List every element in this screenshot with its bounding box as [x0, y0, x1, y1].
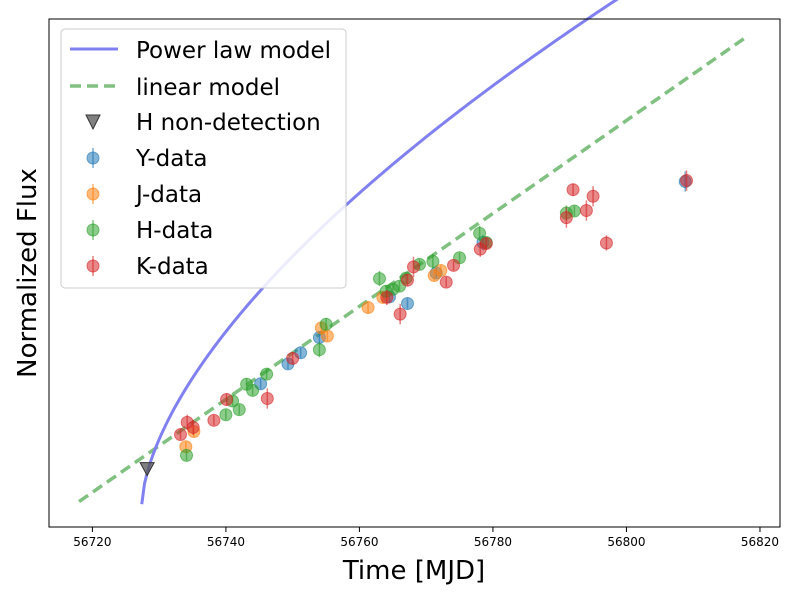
data-point-h — [426, 253, 440, 269]
data-marker — [232, 403, 246, 417]
data-marker — [406, 260, 420, 274]
data-marker — [599, 236, 613, 250]
legend-power-label: Power law model — [136, 38, 331, 64]
data-marker — [372, 272, 386, 286]
data-marker — [260, 367, 274, 381]
data-marker — [286, 351, 300, 365]
legend-j-marker — [86, 184, 100, 204]
x-tick-label: 56740 — [207, 535, 245, 549]
data-point-h — [372, 270, 386, 287]
data-point-j — [434, 263, 448, 277]
legend-y-marker — [86, 148, 100, 168]
data-point-k — [286, 351, 300, 365]
data-point-j — [361, 301, 375, 315]
data-marker — [479, 237, 493, 251]
data-point-k — [406, 256, 420, 278]
data-marker — [312, 343, 326, 357]
data-point-k — [566, 183, 580, 197]
plot-content — [78, 0, 748, 505]
x-tick-label: 56780 — [474, 535, 512, 549]
data-marker — [566, 183, 580, 197]
data-marker — [680, 174, 694, 188]
x-axis-ticks: 56720 56740 56760 56780 56800 56820 — [73, 527, 779, 549]
data-point-k — [479, 237, 493, 251]
legend-nondetection-label: H non-detection — [136, 110, 321, 136]
data-point-k — [439, 275, 453, 289]
data-marker — [260, 391, 274, 405]
legend-y-label: Y-data — [135, 146, 207, 172]
data-point-h — [219, 408, 233, 422]
legend-box — [60, 28, 347, 289]
data-point-h — [473, 225, 487, 241]
legend-j-label: J-data — [134, 182, 202, 208]
data-point-k — [559, 207, 573, 228]
data-point-y — [400, 296, 414, 310]
data-point-k — [680, 170, 694, 191]
data-point-h — [232, 403, 246, 417]
data-marker — [207, 413, 221, 427]
data-marker — [447, 258, 461, 272]
data-point-h — [180, 448, 194, 462]
data-marker — [434, 263, 448, 277]
data-marker — [186, 420, 200, 434]
legend-h-label: H-data — [136, 218, 213, 244]
nondetection-marker — [139, 462, 155, 477]
data-point-h — [260, 367, 274, 381]
data-point-h — [246, 383, 260, 397]
data-marker — [180, 448, 194, 462]
legend: Power law model linear model H non-detec… — [60, 28, 347, 289]
data-point-k — [220, 392, 234, 406]
data-marker — [559, 211, 573, 225]
data-point-k — [579, 200, 593, 221]
data-marker — [473, 226, 487, 240]
data-marker — [380, 290, 394, 304]
data-marker — [320, 329, 334, 343]
data-marker — [220, 392, 234, 406]
data-point-k — [447, 258, 461, 272]
data-marker — [586, 189, 600, 203]
x-axis-label: Time [MJD] — [342, 556, 485, 586]
data-point-k — [586, 186, 600, 207]
plot-frame — [48, 18, 781, 528]
data-point-k — [207, 413, 221, 427]
x-tick-label: 56820 — [741, 535, 779, 549]
data-marker — [319, 317, 333, 331]
data-marker — [174, 428, 188, 442]
data-marker — [579, 204, 593, 218]
legend-k-label: K-data — [136, 254, 209, 280]
data-point-k — [599, 235, 613, 251]
data-marker — [393, 307, 407, 321]
data-point-j — [320, 329, 334, 343]
data-point-k — [400, 273, 414, 287]
data-point-k — [260, 388, 274, 409]
data-marker — [219, 408, 233, 422]
data-point-k — [393, 303, 407, 325]
data-point-k — [380, 289, 394, 306]
x-tick-label: 56760 — [340, 535, 378, 549]
legend-linear-label: linear model — [136, 75, 280, 101]
data-marker — [361, 301, 375, 315]
data-point-h — [312, 342, 326, 358]
data-marker — [400, 273, 414, 287]
data-marker — [246, 383, 260, 397]
x-tick-label: 56800 — [607, 535, 645, 549]
data-point-k — [186, 419, 200, 436]
data-marker — [426, 254, 440, 268]
data-point-h — [319, 317, 333, 331]
y-axis-label: Normalized Flux — [13, 168, 43, 378]
legend-nondetection-marker — [85, 114, 101, 131]
x-tick-label: 56720 — [73, 535, 111, 549]
data-point-k — [174, 428, 188, 442]
legend-k-marker — [86, 256, 100, 276]
data-marker — [439, 275, 453, 289]
data-marker — [400, 296, 414, 310]
legend-h-marker — [86, 220, 100, 240]
